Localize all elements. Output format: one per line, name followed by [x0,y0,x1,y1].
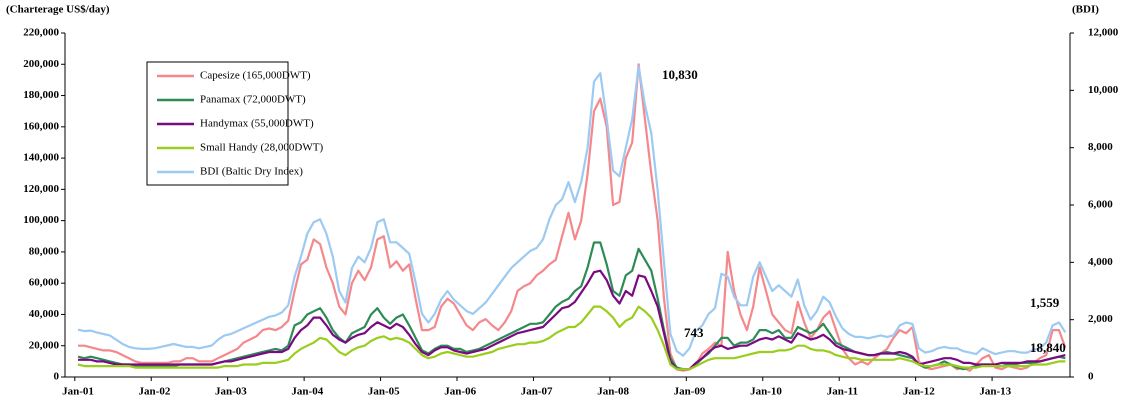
x-tick-label: Jan-01 [62,386,94,398]
x-tick-label: Jan-07 [521,386,553,398]
x-tick-label: Jan-05 [368,386,400,398]
y2-tick-label: 8,000 [1088,141,1113,153]
y-tick-label: 100,000 [23,214,59,226]
annotation: 10,830 [662,67,698,82]
x-tick-label: Jan-10 [750,386,782,398]
series-line [78,269,1066,371]
annotation: 1,559 [1030,295,1060,310]
x-tick-label: Jan-08 [597,386,629,398]
y-tick-label: 160,000 [23,120,59,132]
y2-tick-label: 12,000 [1088,27,1119,39]
y-tick-label: 20,000 [29,339,60,351]
legend-label: BDI (Baltic Dry Index) [200,166,303,178]
y-tick-label: 200,000 [23,58,59,70]
y2-axis-label: (BDI) [1072,4,1099,16]
y-tick-label: 0 [54,371,60,383]
series-line [77,241,1066,371]
y-tick-label: 40,000 [29,308,60,320]
x-tick-label: Jan-13 [979,386,1011,398]
legend-label: Panamax (72,000DWT) [200,94,306,106]
y-axis-label: (Charterage US$/day) [6,4,110,16]
legend-label: Capesize (165,000DWT) [200,70,311,82]
y2-tick-label: 10,000 [1088,84,1119,96]
legend-label: Handymax (55,000DWT) [200,118,314,130]
y2-tick-label: 6,000 [1088,199,1113,211]
series-line [77,65,1067,357]
y-tick-label: 140,000 [23,152,59,164]
annotation: 18,840 [1030,340,1066,355]
x-tick-label: Jan-03 [215,386,247,398]
x-tick-label: Jan-04 [291,386,323,398]
x-tick-label: Jan-06 [444,386,476,398]
x-tick-label: Jan-02 [139,386,171,398]
x-tick-label: Jan-12 [903,386,935,398]
x-tick-label: Jan-11 [827,386,858,398]
legend-label: Small Handy (28,000DWT) [200,142,323,154]
y-tick-label: 120,000 [23,183,59,195]
y2-tick-label: 0 [1088,371,1094,383]
y-tick-label: 60,000 [29,277,60,289]
y2-tick-label: 4,000 [1088,256,1113,268]
y-tick-label: 180,000 [23,89,59,101]
series-line [78,63,1067,372]
y-tick-label: 80,000 [29,245,60,257]
x-tick-label: Jan-09 [674,386,706,398]
series-line [77,305,1066,371]
y-tick-label: 220,000 [23,27,59,39]
annotation: 743 [684,325,704,340]
y2-tick-label: 2,000 [1088,313,1113,325]
